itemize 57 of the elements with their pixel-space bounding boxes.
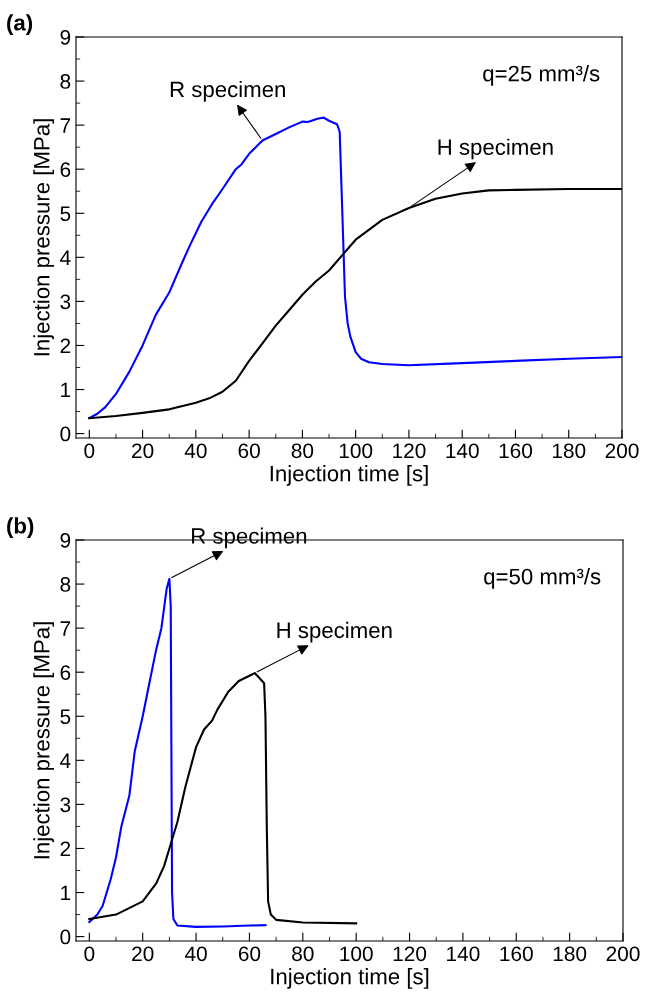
- y-tick-label: 5: [60, 709, 71, 725]
- chart-title: (a): [7, 14, 33, 35]
- x-tick-label: 20: [132, 443, 154, 459]
- y-tick-label: 1: [61, 382, 71, 398]
- annotation: H specimen: [438, 138, 553, 160]
- x-tick-label: 160: [499, 443, 533, 459]
- y-axis-title: Injection pressure [MPa]: [33, 622, 54, 859]
- y-tick-label: 3: [60, 797, 71, 813]
- y-tick-label: 9: [60, 30, 71, 45]
- y-tick-label: 8: [60, 74, 71, 89]
- x-tick-label: 100: [339, 443, 373, 459]
- x-tick-label: 40: [184, 946, 207, 962]
- x-tick-label: 80: [292, 946, 314, 962]
- annotation: R specimen: [192, 527, 307, 549]
- y-tick-label: 7: [60, 118, 71, 133]
- x-tick-label: 120: [393, 443, 426, 459]
- y-tick-label: 8: [60, 577, 71, 592]
- annotation: q=50 mm³/s: [484, 568, 601, 589]
- x-tick-label: 40: [184, 443, 207, 459]
- y-tick-label: 6: [60, 162, 71, 177]
- y-tick-label: 4: [60, 250, 71, 265]
- y-tick-label: 0: [60, 929, 71, 945]
- line-series: [88, 672, 358, 925]
- x-tick-label: 180: [553, 946, 587, 962]
- x-tick-label: 180: [552, 443, 586, 459]
- x-axis-title: Injection time [s]: [271, 968, 429, 989]
- x-tick-label: 60: [238, 946, 261, 962]
- y-tick-label: 1: [61, 885, 71, 901]
- y-tick-label: 3: [60, 294, 71, 310]
- annotation: q=25 mm³/s: [483, 65, 600, 86]
- y-tick-label: 0: [60, 426, 71, 442]
- y-tick-label: 6: [60, 665, 71, 680]
- y-tick-label: 5: [60, 206, 71, 222]
- x-tick-label: 80: [291, 443, 314, 459]
- x-tick-label: 0: [84, 946, 95, 962]
- x-axis-title: Injection time [s]: [270, 465, 428, 486]
- x-tick-label: 200: [606, 946, 640, 962]
- x-tick-label: 200: [605, 443, 639, 459]
- y-axis-title: Injection pressure [MPa]: [33, 119, 54, 356]
- x-tick-label: 0: [84, 443, 95, 459]
- x-tick-label: 120: [393, 946, 427, 962]
- line-series: [88, 577, 267, 928]
- y-tick-label: 4: [60, 753, 71, 768]
- annotation: R specimen: [170, 80, 285, 102]
- x-tick-label: 140: [447, 946, 480, 962]
- chart-title: (b): [7, 517, 34, 538]
- annotation: H specimen: [277, 621, 392, 643]
- x-tick-label: 60: [238, 443, 260, 459]
- y-tick-label: 2: [60, 841, 71, 857]
- y-tick-label: 2: [60, 338, 71, 354]
- y-tick-label: 9: [60, 533, 71, 548]
- x-tick-label: 100: [340, 946, 373, 962]
- x-tick-label: 20: [132, 946, 154, 962]
- y-tick-label: 7: [60, 621, 71, 636]
- x-tick-label: 160: [500, 946, 533, 962]
- x-tick-label: 140: [446, 443, 479, 459]
- line-series: [88, 116, 622, 420]
